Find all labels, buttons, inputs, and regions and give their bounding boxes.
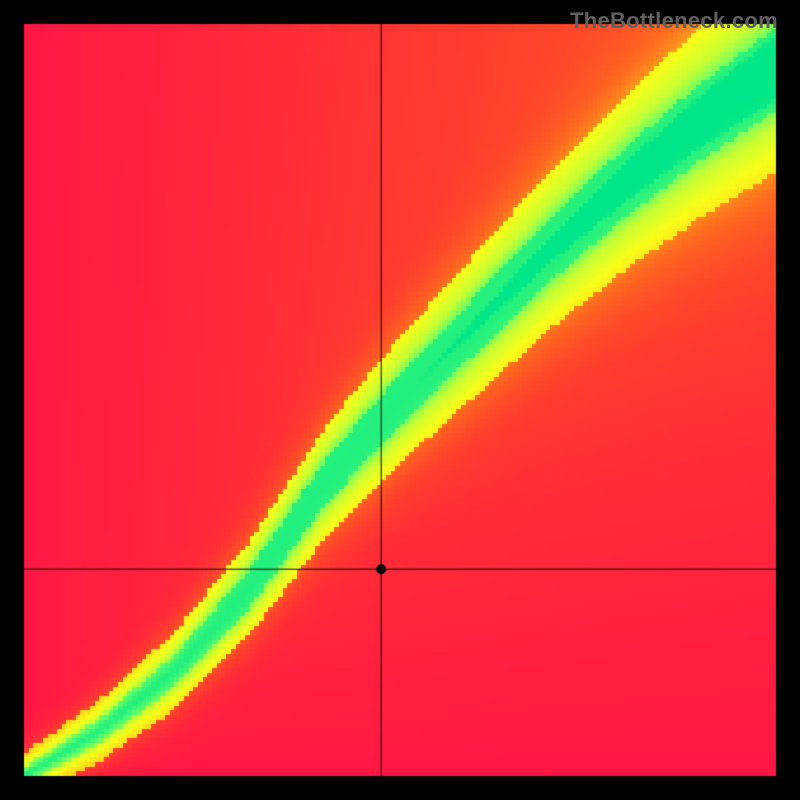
bottleneck-heatmap-chart: TheBottleneck.com [0,0,800,800]
watermark-text: TheBottleneck.com [570,8,778,34]
heatmap-canvas [0,0,800,800]
